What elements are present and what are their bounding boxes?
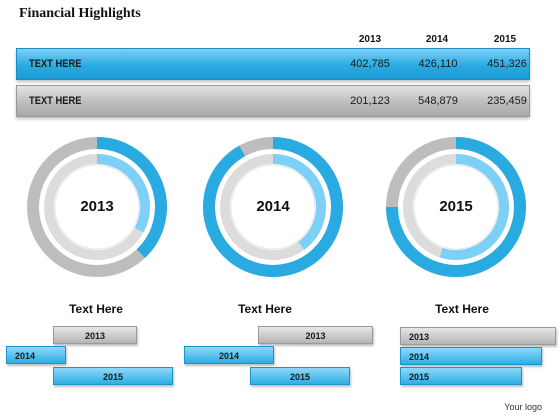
row-value-2014: 426,110: [418, 58, 458, 70]
tag-2014: 2014: [400, 347, 542, 365]
section-heading-1: Text Here: [69, 302, 123, 316]
row-value-2013: 201,123: [350, 95, 390, 107]
donut-center: [413, 164, 499, 250]
outer-ring-fill: [96, 137, 167, 259]
row-value-2014: 548,879: [418, 95, 458, 107]
page-title: Financial Highlights: [19, 6, 141, 21]
tag-2015: 2015: [250, 367, 350, 385]
tag-2014: 2014: [184, 346, 274, 364]
donut-year-label: 2013: [80, 198, 114, 215]
donut-center: [230, 164, 316, 250]
donut-year-label: 2015: [439, 198, 473, 215]
data-row-2: TEXT HERE 201,123 548,879 235,459: [16, 85, 530, 117]
inner-ring-fill: [96, 154, 150, 233]
row-value-2015: 451,326: [487, 58, 527, 70]
donut-year-label: 2014: [256, 198, 290, 215]
section-heading-2: Text Here: [238, 302, 292, 316]
year-header-2015: 2015: [493, 34, 517, 45]
inner-ring-fill: [439, 154, 509, 260]
data-row-1: TEXT HERE 402,785 426,110 451,326: [16, 48, 530, 80]
donut-2013: 2013: [24, 134, 170, 280]
donut-center: [54, 164, 140, 250]
tag-2013: 2013: [258, 326, 373, 344]
row-value-2015: 235,459: [487, 95, 527, 107]
donut-svg: [27, 137, 167, 277]
row-value-2013: 402,785: [350, 58, 390, 70]
outer-ring-fill: [203, 137, 343, 277]
tag-2013: 2013: [53, 326, 137, 344]
row-label: TEXT HERE: [29, 95, 82, 107]
donut-svg: [386, 137, 526, 277]
donut-2014: 2014: [200, 134, 346, 280]
tag-2014: 2014: [6, 346, 66, 364]
tag-2015: 2015: [400, 367, 522, 385]
outer-ring-fill: [386, 137, 526, 277]
row-label: TEXT HERE: [29, 58, 82, 70]
donut-svg: [203, 137, 343, 277]
donut-2015: 2015: [383, 134, 529, 280]
tag-2015: 2015: [53, 367, 173, 385]
section-heading-3: Text Here: [435, 302, 489, 316]
inner-ring-fill: [272, 154, 326, 250]
tag-2013: 2013: [400, 327, 556, 345]
year-header-2013: 2013: [358, 34, 382, 45]
logo-placeholder: Your logo: [504, 402, 542, 412]
year-header-2014: 2014: [425, 34, 449, 45]
